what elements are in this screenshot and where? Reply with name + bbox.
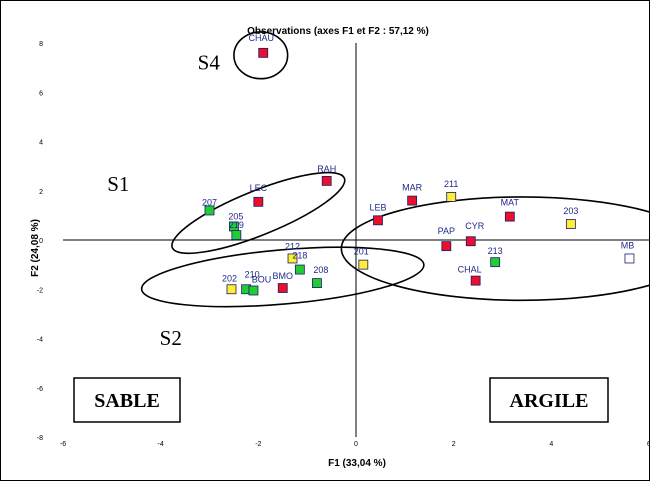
- data-point: [470, 275, 481, 286]
- point-label: 211: [444, 179, 458, 189]
- data-point: [358, 259, 369, 270]
- point-label: 218: [292, 251, 307, 261]
- point-label: LEB: [369, 202, 386, 212]
- group-ellipse-s3: [340, 196, 650, 302]
- data-point: [373, 215, 383, 226]
- data-point: [248, 285, 259, 296]
- point-label: 207: [202, 197, 217, 207]
- point-label: 213: [488, 246, 503, 256]
- y-tick-label: 4: [39, 140, 43, 147]
- data-point: [294, 264, 305, 275]
- data-point: [624, 253, 635, 264]
- y-tick-label: -4: [37, 337, 43, 344]
- sable-box: [73, 377, 181, 423]
- point-label: LEC: [250, 183, 268, 193]
- data-point: [446, 192, 457, 202]
- point-label: MAR: [402, 183, 423, 193]
- data-point: [231, 230, 242, 240]
- point-label: 208: [313, 265, 328, 275]
- point-label: 210: [245, 269, 260, 279]
- x-axis-title: F1 (33,04 %): [328, 458, 386, 469]
- point-label: CYR: [465, 221, 485, 231]
- data-point: [407, 195, 418, 206]
- point-label: BOU: [252, 274, 272, 284]
- data-point: [204, 205, 215, 216]
- y-tick-label: 0: [39, 238, 43, 245]
- data-point: [312, 278, 322, 288]
- chart-title: Observations (axes F1 et F2 : 57,12 %): [247, 26, 429, 37]
- sable-label: SABLE: [94, 390, 160, 412]
- y-tick-label: 2: [39, 189, 43, 196]
- x-tick-label: -6: [60, 441, 66, 448]
- data-point: [490, 257, 501, 268]
- point-label: CHAL: [458, 265, 482, 275]
- point-label: 201: [354, 247, 369, 257]
- point-label: MAT: [501, 198, 520, 208]
- axes: -6 -4 -2 0 2 4 6 -8 -6 -4 -2 0 2 4 6 8: [37, 41, 650, 448]
- point-label: 202: [222, 273, 237, 283]
- data-point: [287, 253, 298, 264]
- group-ellipse-s2: [140, 246, 425, 308]
- sable-annotation: SABLE: [73, 377, 181, 423]
- data-point: [504, 211, 515, 222]
- argile-box: [489, 377, 609, 423]
- x-tick-label: -2: [255, 441, 261, 448]
- y-tick-label: 8: [39, 41, 43, 48]
- point-label: 203: [563, 206, 578, 216]
- y-tick-label: -2: [37, 287, 43, 294]
- y-tick-label: -6: [37, 386, 43, 393]
- point-label: CHAU: [248, 33, 274, 43]
- x-tick-label: 0: [354, 441, 358, 448]
- data-point: [258, 47, 269, 58]
- group-ellipse-s1: [171, 171, 346, 255]
- y-tick-label: 6: [39, 90, 43, 97]
- data-point: [277, 283, 288, 293]
- group-ellipses: S4S1S2S3: [107, 31, 650, 350]
- x-tick-label: -4: [158, 441, 164, 448]
- data-point: [441, 241, 452, 252]
- data-point: [321, 175, 332, 186]
- point-label: RAH: [317, 164, 336, 174]
- x-tick-label: 4: [549, 441, 553, 448]
- data-point: [253, 196, 264, 207]
- argile-annotation: ARGILE: [489, 377, 609, 423]
- point-label: 205: [228, 211, 243, 221]
- x-tick-label: 6: [647, 441, 650, 448]
- data-point: [226, 284, 237, 295]
- point-label: BMO: [272, 271, 293, 281]
- group-label-s2: S2: [160, 326, 182, 350]
- point-label: MB: [621, 240, 635, 250]
- data-point: [465, 236, 476, 247]
- data-point: [565, 219, 576, 229]
- y-axis-title: F2 (24,08 %): [30, 219, 41, 277]
- group-ellipse-s4: [233, 31, 289, 80]
- x-tick-label: 2: [452, 441, 456, 448]
- point-label: 212: [285, 241, 300, 251]
- group-label-s4: S4: [198, 50, 221, 74]
- argile-label: ARGILE: [510, 390, 589, 412]
- point-label: PAP: [438, 226, 455, 236]
- point-label: 219: [229, 220, 244, 230]
- group-label-s1: S1: [107, 172, 129, 196]
- y-tick-label: -8: [37, 435, 43, 442]
